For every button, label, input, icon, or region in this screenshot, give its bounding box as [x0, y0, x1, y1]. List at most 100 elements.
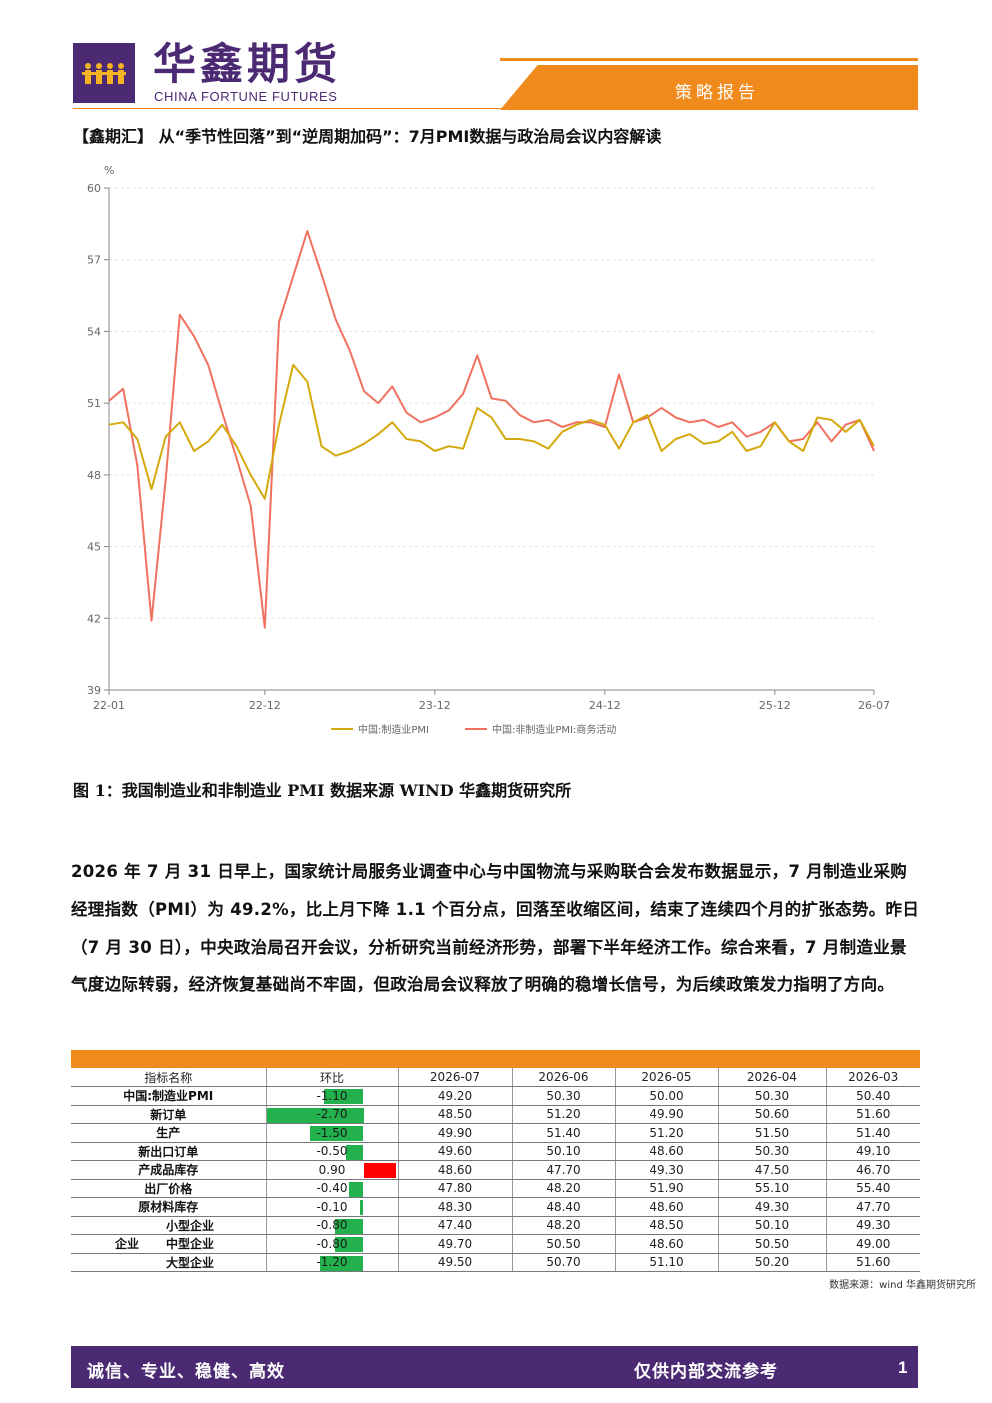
- change-data-bar: [349, 1181, 364, 1197]
- document-title: 【鑫期汇】 从“季节性回落”到“逆周期加码”：7月PMI数据与政治局会议内容解读: [73, 127, 662, 146]
- row-name-text: 生产: [156, 1126, 181, 1141]
- row-value-v2: 47.70: [511, 1160, 615, 1180]
- change-value: -0.10: [316, 1199, 348, 1214]
- row-value-v3: 50.00: [614, 1086, 718, 1106]
- row-change: -0.80: [265, 1216, 398, 1235]
- change-value: -0.40: [316, 1181, 348, 1196]
- row-value-v2: 50.70: [511, 1253, 615, 1272]
- row-value-v3: 48.60: [614, 1234, 718, 1254]
- table-row: 企业 中型企业 -0.80 49.70 50.50 48.60 50.50 49.00: [71, 1234, 920, 1254]
- col-header-change: 环比: [265, 1068, 398, 1087]
- footer-motto: 诚信、专业、稳健、高效: [87, 1362, 285, 1382]
- row-value-v4: 47.50: [717, 1160, 826, 1180]
- company-logo: [73, 43, 135, 103]
- x-tick-label: 24-12: [589, 699, 621, 712]
- table-row: 原材料库存 -0.10 48.30 48.40 48.60 49.30 47.70: [71, 1197, 920, 1217]
- table-row: 中国:制造业PMI -1.10 49.20 50.30 50.00 50.30 50.40: [71, 1086, 920, 1106]
- row-value-v1: 49.60: [397, 1142, 512, 1161]
- row-value-v5: 50.40: [825, 1086, 920, 1106]
- row-value-v2: 48.20: [511, 1179, 615, 1198]
- row-value-v1: 49.70: [397, 1234, 512, 1254]
- page-footer: 诚信、专业、稳健、高效 仅供内部交流参考 1: [71, 1346, 918, 1388]
- y-tick-label: 45: [87, 541, 101, 554]
- table-row: 大型企业 -1.20 49.50 50.70 51.10 50.20 51.60: [71, 1253, 920, 1272]
- row-value-v1: 48.30: [397, 1197, 512, 1217]
- row-value-v3: 48.50: [614, 1216, 718, 1235]
- row-name: 产成品库存: [71, 1160, 266, 1180]
- table-row: 产成品库存 0.90 48.60 47.70 49.30 47.50 46.70: [71, 1160, 920, 1180]
- row-name: 小型企业: [71, 1216, 266, 1235]
- row-value-v1: 48.50: [397, 1105, 512, 1124]
- row-name: 原材料库存: [71, 1197, 266, 1217]
- row-value-v2: 50.10: [511, 1142, 615, 1161]
- row-name: 出厂价格: [71, 1179, 266, 1198]
- pmi-line-chart: % 39 42 45 48 51 54 57 60 22-01 22-12 23-12 24-12 25-…: [73, 158, 918, 748]
- row-change: -0.10: [265, 1197, 398, 1217]
- x-tick-label: 23-12: [419, 699, 451, 712]
- row-value-v5: 46.70: [825, 1160, 920, 1180]
- y-tick-label: 42: [87, 612, 101, 625]
- logo-figures-icon: [82, 63, 126, 84]
- header-report-bar: [500, 65, 918, 110]
- row-value-v4: 50.20: [717, 1253, 826, 1272]
- row-value-v1: 48.60: [397, 1160, 512, 1180]
- table-header-bar: [71, 1050, 920, 1068]
- row-change: -0.80: [265, 1234, 398, 1254]
- col-header-2026-06: 2026-06: [511, 1068, 615, 1087]
- col-header-2026-04: 2026-04: [717, 1068, 826, 1087]
- change-data-bar: [309, 1126, 364, 1141]
- col-header-name: 指标名称: [71, 1068, 266, 1087]
- change-data-bar: [320, 1255, 364, 1271]
- change-value: -1.50: [316, 1125, 348, 1140]
- row-value-v3: 48.60: [614, 1197, 718, 1217]
- table-row: 小型企业 -0.80 47.40 48.20 48.50 50.10 49.30: [71, 1216, 920, 1235]
- row-value-v4: 50.30: [717, 1086, 826, 1106]
- change-data-bar: [266, 1107, 364, 1123]
- row-value-v2: 51.40: [511, 1123, 615, 1143]
- table-row: 出厂价格 -0.40 47.80 48.20 51.90 55.10 55.40: [71, 1179, 920, 1198]
- y-axis-unit-label: %: [104, 164, 114, 177]
- row-value-v5: 51.60: [825, 1105, 920, 1124]
- figure-caption: 图 1：我国制造业和非制造业 PMI 数据来源 WIND 华鑫期货研究所: [73, 781, 572, 800]
- row-change: -2.70: [265, 1105, 398, 1124]
- row-value-v2: 50.30: [511, 1086, 615, 1106]
- row-value-v2: 48.20: [511, 1216, 615, 1235]
- header-accent-line: [500, 58, 918, 61]
- row-value-v4: 51.50: [717, 1123, 826, 1143]
- row-name-text: 大型企业: [166, 1255, 215, 1270]
- report-type-label: 策略报告: [675, 83, 759, 103]
- legend-label: 中国:非制造业PMI:商务活动: [492, 723, 616, 736]
- row-name: 大型企业: [71, 1253, 266, 1272]
- row-value-v2: 50.50: [511, 1234, 615, 1254]
- row-value-v3: 51.20: [614, 1123, 718, 1143]
- change-data-bar: [334, 1237, 364, 1252]
- row-value-v2: 51.20: [511, 1105, 615, 1124]
- change-value: -0.80: [316, 1236, 348, 1251]
- row-value-v2: 48.40: [511, 1197, 615, 1217]
- change-data-bar: [363, 1163, 396, 1178]
- row-value-v1: 47.40: [397, 1216, 512, 1235]
- change-value: -1.20: [316, 1255, 348, 1270]
- change-data-bar: [334, 1218, 364, 1234]
- change-value: -0.80: [316, 1218, 348, 1233]
- row-change: -1.50: [265, 1123, 398, 1143]
- table-source-note: 数据来源：wind 华鑫期货研究所: [829, 1280, 976, 1291]
- x-tick-label: 25-12: [759, 699, 791, 712]
- row-value-v4: 50.30: [717, 1142, 826, 1161]
- change-data-bar: [345, 1144, 364, 1160]
- row-value-v3: 51.90: [614, 1179, 718, 1198]
- page-number: 1: [898, 1358, 908, 1377]
- row-value-v5: 47.70: [825, 1197, 920, 1217]
- table-row: 新出口订单 -0.50 49.60 50.10 48.60 50.30 49.10: [71, 1142, 920, 1161]
- row-value-v1: 49.20: [397, 1086, 512, 1106]
- y-tick-label: 57: [87, 254, 101, 267]
- row-change: -1.10: [265, 1086, 398, 1106]
- row-value-v1: 49.50: [397, 1253, 512, 1272]
- y-tick-label: 39: [87, 684, 101, 697]
- col-header-2026-05: 2026-05: [614, 1068, 718, 1087]
- row-name-text: 中国:制造业PMI: [123, 1089, 214, 1104]
- row-name-text: 原材料库存: [138, 1200, 199, 1215]
- series-line-non-manufacturing-pmi: [108, 230, 875, 629]
- change-value: -1.10: [316, 1088, 348, 1103]
- pmi-data-table: 指标名称 环比 2026-07 2026-06 2026-05 2026-04 …: [71, 1050, 920, 1292]
